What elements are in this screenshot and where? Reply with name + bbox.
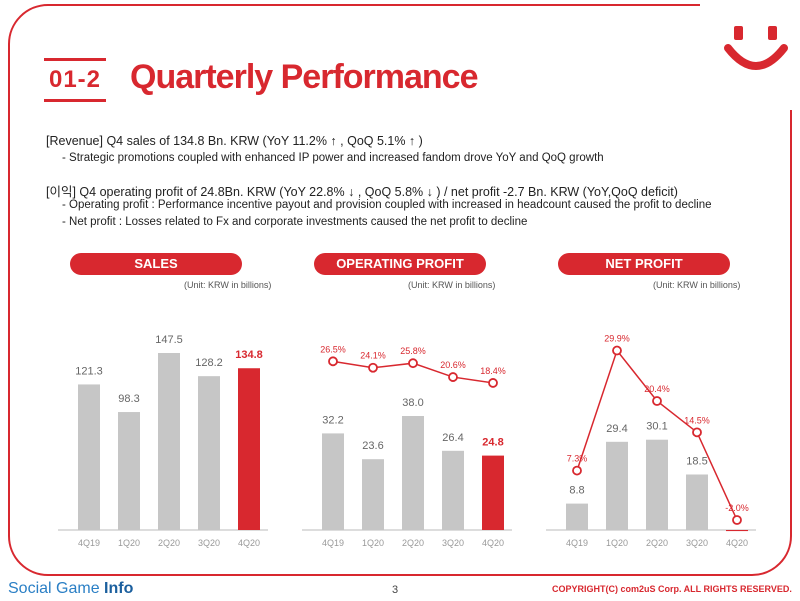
margin-label: 20.4% xyxy=(644,384,670,394)
bar xyxy=(566,503,588,530)
bar xyxy=(322,433,344,530)
x-tick-label: 4Q20 xyxy=(726,538,748,548)
margin-label: 7.3% xyxy=(567,454,588,464)
x-tick-label: 3Q20 xyxy=(198,538,220,548)
margin-label: 24.1% xyxy=(360,351,386,361)
data-label: 134.8 xyxy=(235,349,263,361)
profit-summary: [이익] Q4 operating profit of 24.8Bn. KRW … xyxy=(46,185,678,199)
x-tick-label: 2Q20 xyxy=(402,538,424,548)
x-tick-label: 3Q20 xyxy=(686,538,708,548)
bar xyxy=(362,459,384,530)
net-profit-bullet: - Net profit : Losses related to Fx and … xyxy=(62,216,528,228)
watermark-brand: Social Game Info xyxy=(8,580,133,598)
x-tick-label: 1Q20 xyxy=(362,538,384,548)
data-label: 98.3 xyxy=(118,393,139,405)
sales-unit-note: (Unit: KRW in billions) xyxy=(184,280,272,290)
bar xyxy=(482,455,504,530)
data-label: 23.6 xyxy=(362,440,383,452)
brand-bold: Info xyxy=(104,580,134,597)
op-profit-bullet: - Operating profit : Performance incenti… xyxy=(62,199,712,211)
margin-point xyxy=(732,515,742,525)
sales-chart: 121.3 4Q19 98.3 1Q20 147.5 2Q20 128.2 3Q20 134.8… xyxy=(58,334,268,548)
margin-label: 29.9% xyxy=(604,334,630,344)
revenue-bullet: - Strategic promotions coupled with enha… xyxy=(62,152,604,164)
margin-point xyxy=(368,362,378,373)
margin-label: -2.0% xyxy=(725,503,749,513)
page-title: Quarterly Performance xyxy=(130,58,478,96)
data-label: 38.0 xyxy=(402,397,423,409)
bar xyxy=(158,353,180,530)
margin-label: 25.8% xyxy=(400,346,426,356)
slide-frame xyxy=(8,4,792,576)
bar xyxy=(402,416,424,530)
margin-label: 20.6% xyxy=(440,360,466,370)
bar xyxy=(442,450,464,530)
margin-point xyxy=(488,378,498,388)
margin-point xyxy=(328,356,338,367)
bar xyxy=(726,530,748,532)
x-tick-label: 2Q20 xyxy=(158,538,180,548)
smile-logo-icon xyxy=(724,26,788,70)
op-unit-note: (Unit: KRW in billions) xyxy=(408,280,496,290)
operating-profit-chart-title: OPERATING PROFIT xyxy=(314,253,486,275)
margin-point xyxy=(572,465,582,476)
margin-point xyxy=(612,345,622,356)
data-label: 147.5 xyxy=(155,334,183,346)
data-label: 128.2 xyxy=(195,357,223,369)
copyright: COPYRIGHT(C) com2uS Corp. ALL RIGHTS RES… xyxy=(552,584,792,594)
data-label: 26.4 xyxy=(442,432,463,444)
margin-label: 14.5% xyxy=(684,415,710,425)
net-profit-chart: 8.8 4Q19 29.4 1Q20 30.1 2Q20 18.5 3Q20 4Q20 7.3% 2… xyxy=(546,334,756,548)
x-tick-label: 4Q19 xyxy=(566,538,588,548)
revenue-summary: [Revenue] Q4 sales of 134.8 Bn. KRW (YoY… xyxy=(46,134,423,148)
bar xyxy=(686,474,708,530)
section-rule-top xyxy=(44,58,106,61)
x-tick-label: 1Q20 xyxy=(606,538,628,548)
x-tick-label: 3Q20 xyxy=(442,538,464,548)
data-label: 29.4 xyxy=(606,423,627,435)
section-number: 01-2 xyxy=(48,66,102,93)
data-label: 24.8 xyxy=(482,437,503,449)
page-number: 3 xyxy=(392,584,399,596)
margin-point xyxy=(448,372,458,382)
brand-plain: Social Game xyxy=(8,580,105,597)
data-label: 121.3 xyxy=(75,365,103,377)
x-tick-label: 4Q19 xyxy=(322,538,344,548)
x-tick-label: 2Q20 xyxy=(646,538,668,548)
net-unit-note: (Unit: KRW in billions) xyxy=(653,280,741,290)
x-tick-label: 4Q20 xyxy=(238,538,260,548)
bar xyxy=(238,368,260,530)
x-tick-label: 4Q20 xyxy=(482,538,504,548)
bar xyxy=(198,376,220,530)
sales-chart-title: SALES xyxy=(70,253,242,275)
bar xyxy=(606,441,628,530)
data-label: 8.8 xyxy=(569,485,584,497)
x-tick-label: 4Q19 xyxy=(78,538,100,548)
margin-label: 26.5% xyxy=(320,344,346,354)
net-profit-chart-title: NET PROFIT xyxy=(558,253,730,275)
x-tick-label: 1Q20 xyxy=(118,538,140,548)
bar xyxy=(646,439,668,530)
data-label: 32.2 xyxy=(322,414,343,426)
bar xyxy=(78,384,100,530)
margin-point xyxy=(692,427,702,438)
margin-point xyxy=(652,396,662,406)
operating-profit-chart: 32.2 4Q19 23.6 1Q20 38.0 2Q20 26.4 3Q20 24.8 4Q20… xyxy=(302,344,512,548)
section-rule-bottom xyxy=(44,99,106,102)
margin-point xyxy=(408,358,418,369)
data-label: 18.5 xyxy=(686,456,707,468)
margin-label: 18.4% xyxy=(480,366,506,376)
bar xyxy=(118,412,140,530)
data-label: 30.1 xyxy=(646,421,667,433)
